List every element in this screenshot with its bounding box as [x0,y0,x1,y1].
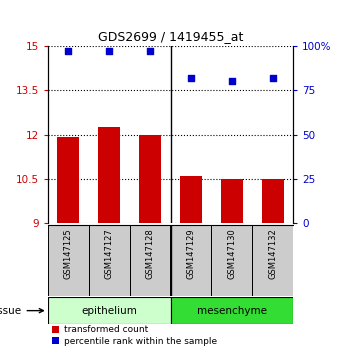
Text: GSM147128: GSM147128 [146,228,154,279]
Bar [180,176,202,223]
Bar [170,225,211,296]
Point [147,48,153,54]
Text: GSM147130: GSM147130 [227,228,236,279]
Bar [98,127,120,223]
Legend: transformed count, percentile rank within the sample: transformed count, percentile rank withi… [52,325,217,346]
Bar [252,225,293,296]
Title: GDS2699 / 1419455_at: GDS2699 / 1419455_at [98,30,243,44]
Text: mesenchyme: mesenchyme [197,306,267,316]
Text: tissue: tissue [0,306,43,316]
Point [188,75,194,81]
Bar [221,179,243,223]
Bar [89,225,130,296]
Bar [211,225,252,296]
Text: GSM147132: GSM147132 [268,228,277,279]
Bar [57,137,79,223]
Bar [48,297,170,324]
Text: GSM147127: GSM147127 [105,228,114,279]
Text: GSM147125: GSM147125 [64,228,73,279]
Bar [262,179,284,223]
Text: epithelium: epithelium [81,306,137,316]
Bar [130,225,170,296]
Text: GSM147129: GSM147129 [187,228,195,279]
Point [270,75,276,81]
Point [65,48,71,54]
Point [229,79,235,84]
Point [106,48,112,54]
Bar [170,297,293,324]
Bar [139,135,161,223]
Bar [48,225,89,296]
